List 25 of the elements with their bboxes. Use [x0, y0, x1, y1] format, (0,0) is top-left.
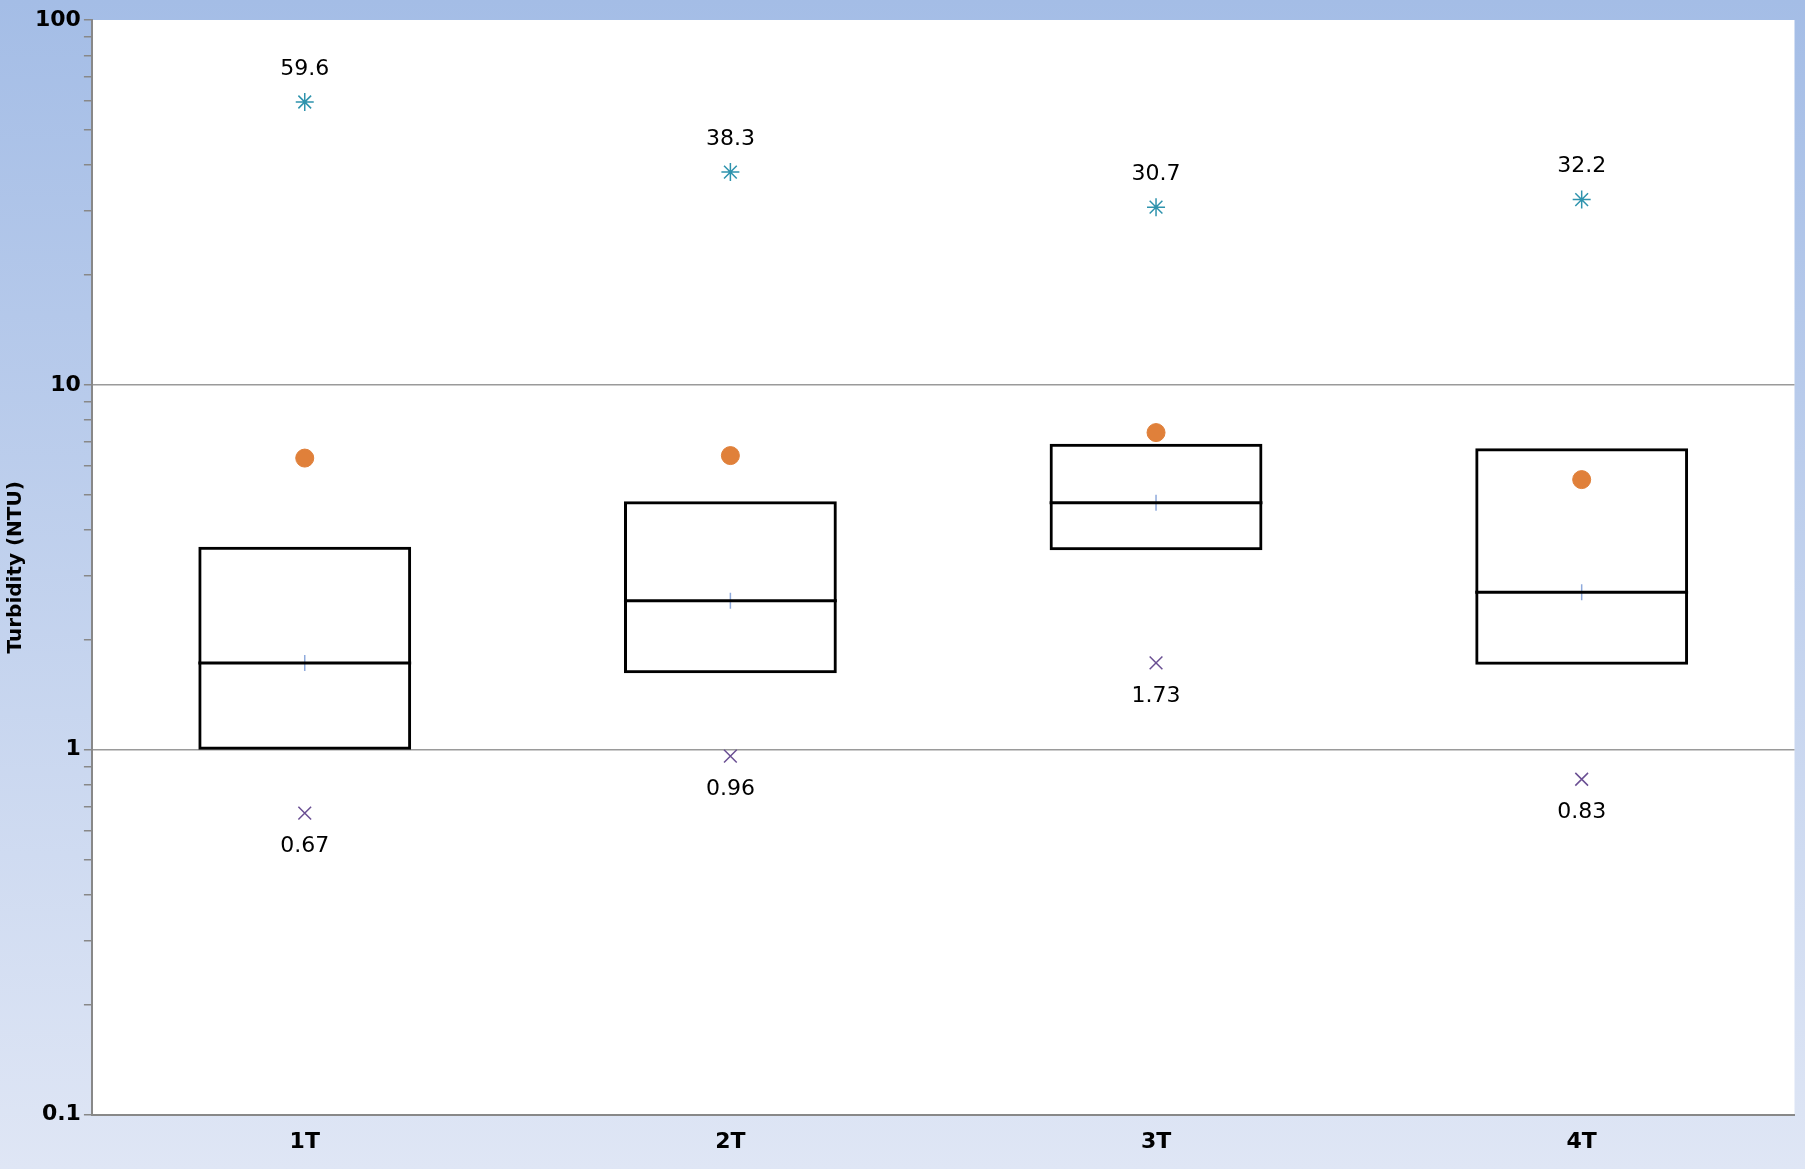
point — [1574, 772, 1589, 787]
point — [1146, 197, 1166, 217]
x-tick-label: 1T — [289, 1127, 320, 1153]
point — [295, 92, 315, 112]
point — [1571, 189, 1592, 210]
data-label: 1.73 — [1131, 681, 1181, 707]
data-label: 0.96 — [705, 774, 755, 800]
data-label: 30.7 — [1131, 159, 1181, 185]
y-tick-label: 10 — [50, 370, 81, 396]
x-tick-label: 2T — [715, 1127, 746, 1153]
y-axis-title: Turbidity (NTU) — [2, 481, 27, 654]
data-label: 32.2 — [1557, 152, 1607, 178]
point — [720, 162, 741, 182]
data-label: 0.67 — [280, 831, 330, 857]
y-tick-label: 1 — [65, 735, 81, 761]
point — [297, 806, 312, 821]
y-tick-label: 0.1 — [41, 1100, 81, 1126]
data-label: 0.83 — [1557, 797, 1607, 823]
point — [1148, 655, 1164, 670]
x-tick-label: 4T — [1566, 1127, 1597, 1153]
data-label: 59.6 — [280, 54, 330, 80]
data-label: 38.3 — [705, 124, 755, 150]
x-tick-label: 3T — [1140, 1127, 1172, 1153]
y-tick-label: 100 — [34, 5, 81, 31]
point — [723, 749, 738, 764]
